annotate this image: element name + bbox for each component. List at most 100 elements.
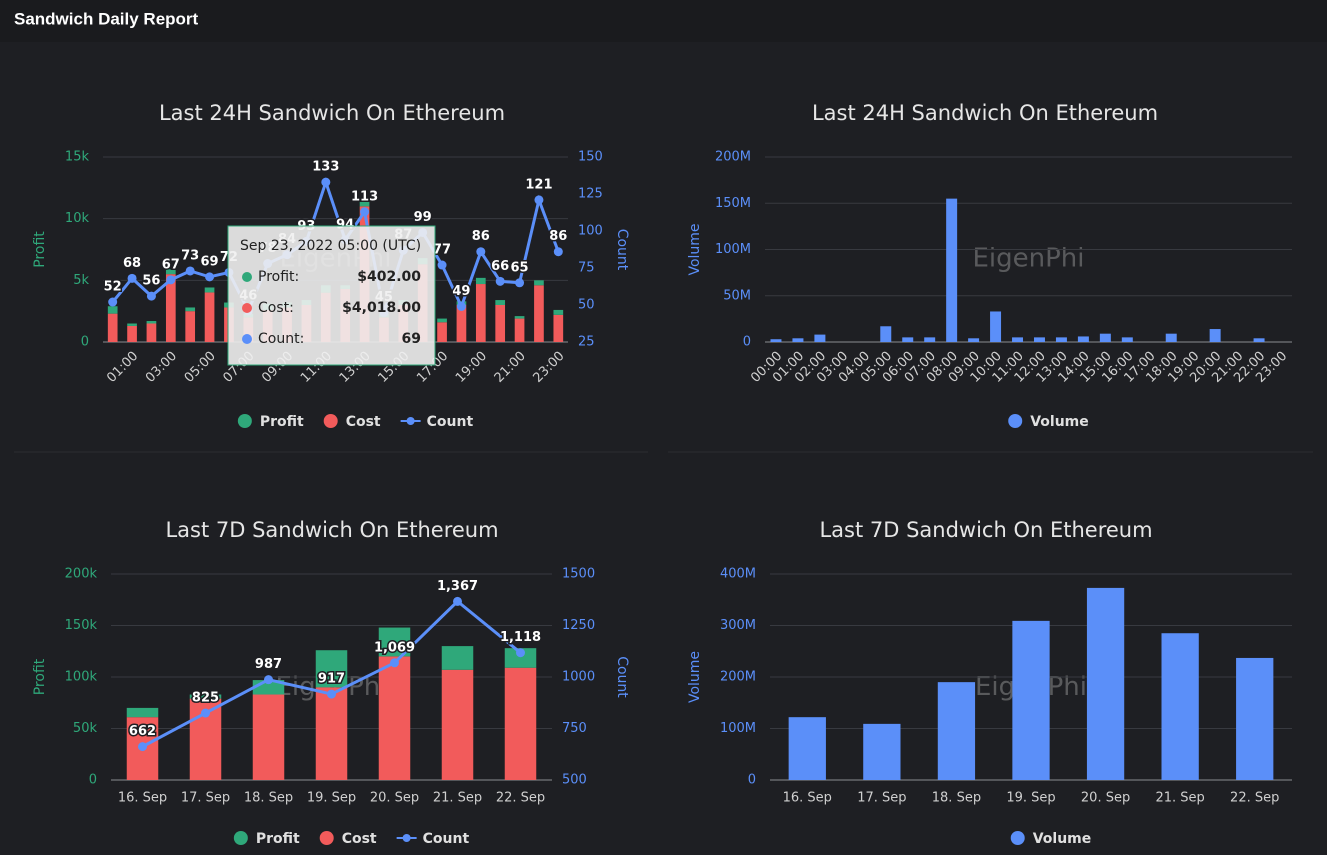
bar (456, 305, 467, 342)
bar (514, 316, 525, 319)
data-label: 69 (201, 254, 219, 269)
y-tick-label: 300M (720, 618, 756, 633)
x-tick-label: 21. Sep (433, 791, 482, 806)
tooltip-value: $402.00 (357, 269, 421, 285)
line-point (534, 195, 544, 205)
legend-label: Count (427, 414, 474, 430)
bar (475, 277, 486, 285)
line-point (201, 708, 210, 718)
data-label: 825 (192, 691, 219, 706)
data-label: 121 (525, 177, 552, 192)
bar (127, 325, 137, 342)
data-label: 56 (142, 274, 160, 289)
bar (814, 334, 826, 342)
bar (127, 323, 137, 326)
legend-symbol (406, 417, 415, 425)
y-tick-label: 0 (743, 335, 751, 350)
y-tick-label: 200M (720, 670, 756, 685)
bar (185, 307, 196, 312)
line-point (321, 177, 331, 187)
x-tick-label: 03:00 (143, 349, 180, 386)
x-tick-label: 18. Sep (244, 791, 293, 806)
y2-tick-label: 1250 (562, 618, 595, 633)
x-tick-label: 21:00 (492, 349, 529, 386)
y2-tick-label: 750 (562, 721, 587, 736)
data-label: 86 (549, 229, 567, 244)
y-tick-label: 100k (65, 670, 98, 685)
bar (204, 287, 215, 293)
tooltip-dot (242, 334, 252, 344)
tooltip-value: 69 (402, 331, 421, 347)
data-label: 86 (472, 229, 490, 244)
x-tick-label: 19. Sep (1006, 791, 1055, 806)
data-label: 987 (255, 657, 282, 672)
bar (359, 200, 370, 207)
line-point (456, 301, 466, 311)
legend-symbol (237, 414, 252, 428)
y-tick-label: 10k (65, 211, 90, 226)
y-tick-label: 150k (65, 618, 98, 633)
y-tick-label: 400M (720, 567, 756, 582)
bar (1209, 329, 1221, 342)
y-axis-title: Volume (687, 223, 703, 275)
bar (495, 305, 506, 342)
bar (1055, 337, 1067, 342)
x-tick-label: 05:00 (182, 349, 219, 386)
line-point (185, 266, 195, 276)
line-point (390, 658, 399, 668)
bar (504, 648, 537, 668)
line-point (453, 596, 462, 606)
y2-tick-label: 1500 (562, 567, 595, 582)
bar (252, 694, 285, 780)
bar (553, 309, 564, 315)
data-label: 99 (414, 210, 432, 225)
tooltip-name: Count: (258, 331, 304, 347)
bar (514, 318, 525, 342)
y-tick-label: 200M (715, 150, 751, 165)
legend-symbol (233, 831, 248, 845)
bar (1033, 337, 1045, 342)
tooltip-name: Cost: (258, 300, 294, 316)
x-tick-label: 19:00 (453, 349, 490, 386)
legend: Profit Cost Count (237, 414, 474, 430)
bar (946, 198, 958, 342)
line-point (360, 207, 370, 217)
data-label: 133 (312, 160, 339, 175)
line-point (205, 272, 215, 282)
bar (441, 646, 474, 670)
page-title: Sandwich Daily Report (14, 9, 199, 28)
x-tick-label: 22. Sep (496, 791, 545, 806)
y2-tick-label: 500 (562, 773, 587, 788)
line-point (264, 675, 273, 685)
data-label: 1,069 (374, 640, 415, 655)
y2-tick-label: 150 (578, 150, 603, 165)
bar (126, 707, 159, 718)
bar (924, 337, 936, 342)
data-label: 65 (511, 260, 529, 275)
data-label: 73 (181, 248, 199, 263)
line-point (127, 273, 137, 283)
data-label: 1,367 (437, 579, 478, 594)
x-tick-label: 16. Sep (783, 791, 832, 806)
tooltip-value: $4,018.00 (342, 300, 421, 316)
bar (437, 318, 447, 323)
bar (165, 269, 176, 275)
bar (770, 339, 782, 342)
legend-label: Cost (346, 414, 381, 430)
bar (1236, 657, 1274, 780)
header-bar (0, 0, 1327, 42)
bar (495, 300, 506, 305)
data-label: 917 (318, 672, 345, 687)
tooltip-title: Sep 23, 2022 05:00 (UTC) (240, 238, 421, 254)
legend-label: Volume (1033, 831, 1092, 847)
bar (1077, 336, 1089, 342)
legend-symbol (323, 414, 338, 428)
watermark: EigenPhi (972, 243, 1084, 273)
bar (1121, 337, 1133, 342)
bar (968, 338, 980, 342)
y-tick-label: 100M (720, 721, 756, 736)
line-point (166, 275, 176, 285)
y2-tick-label: 125 (578, 187, 603, 202)
y-tick-label: 150M (715, 196, 751, 211)
bar (937, 682, 976, 780)
